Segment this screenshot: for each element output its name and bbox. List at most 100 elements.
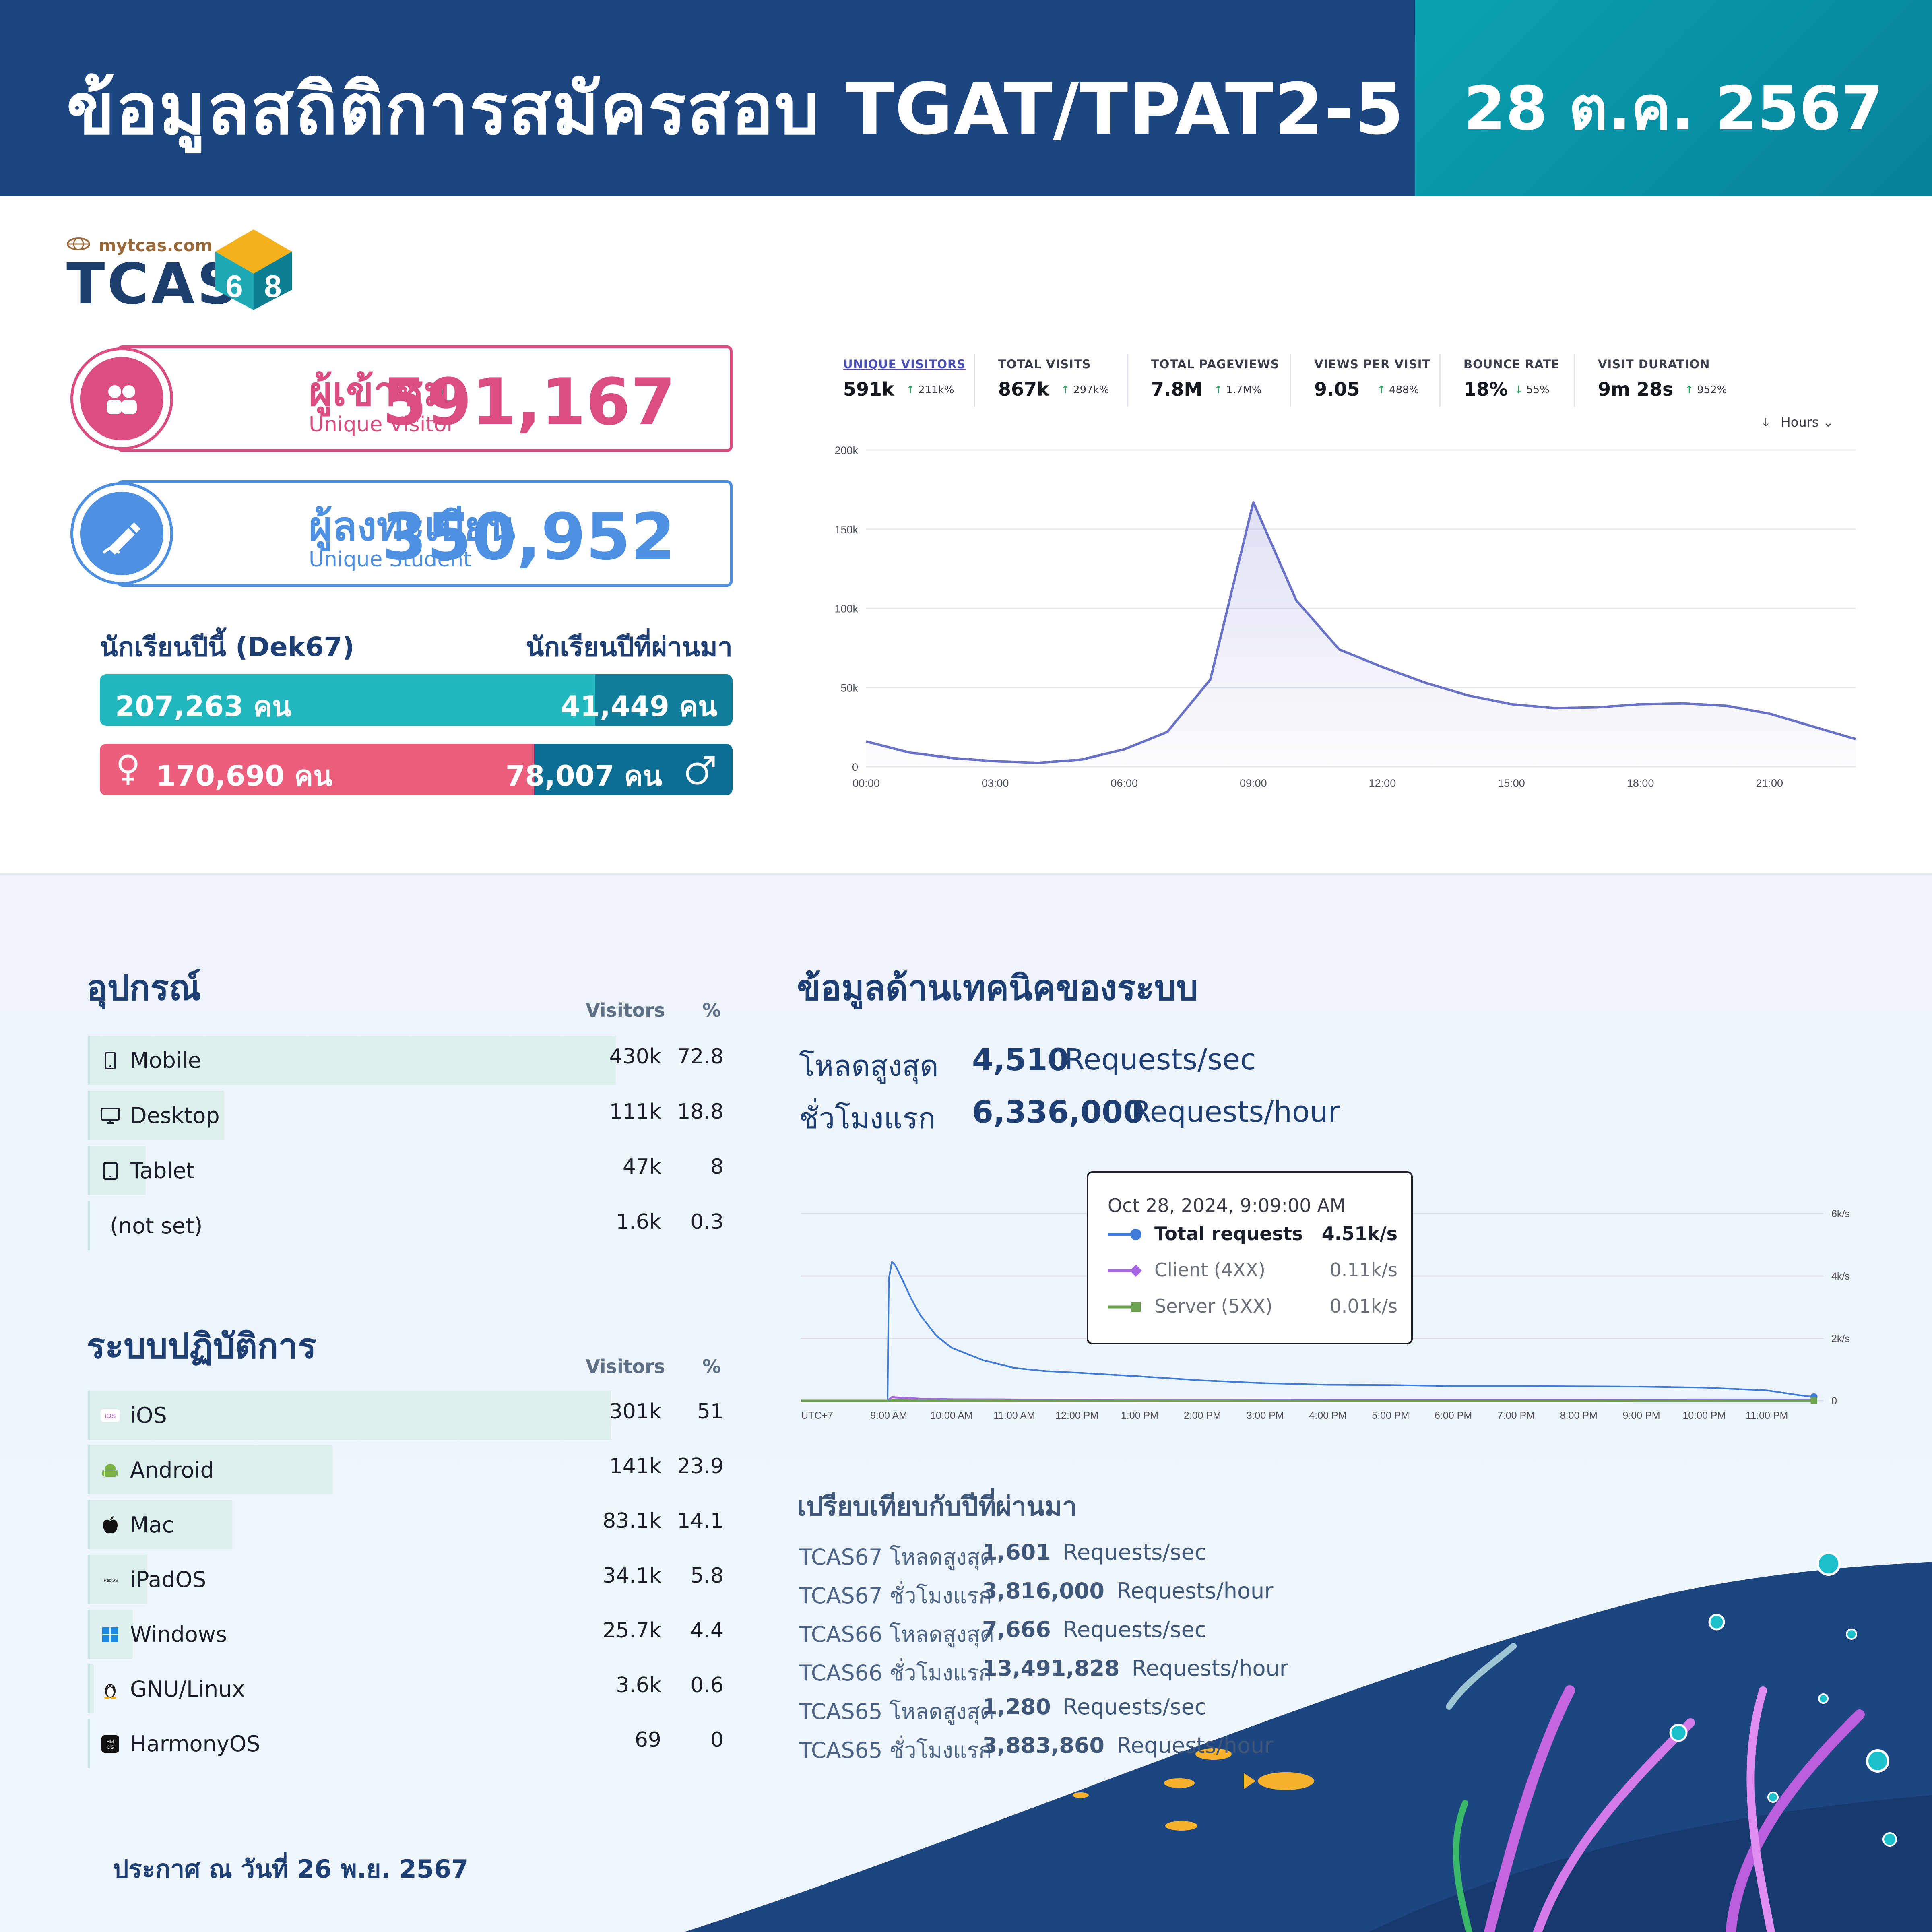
y-tick-label: 0: [852, 761, 858, 773]
metric-change-value: 297k%: [1073, 384, 1109, 396]
comparison-number: 3,816,000: [982, 1578, 1105, 1604]
os-label: iPadOS: [130, 1567, 206, 1592]
metric-total-visits[interactable]: TOTAL VISITS 867k ↑ 297k%: [998, 357, 1109, 400]
os-row: Android 141k 23.9: [88, 1445, 724, 1494]
devices-share-bar: [88, 1201, 90, 1250]
metric-change-value: 952%: [1697, 384, 1727, 396]
x-tick-label: 18:00: [1627, 777, 1654, 789]
devices-pct: 0.3: [690, 1210, 724, 1234]
os-row: HM OS HarmonyOS 69 0: [88, 1719, 724, 1768]
metric-visit-duration[interactable]: VISIT DURATION 9m 28s ↑ 952%: [1598, 357, 1727, 400]
metric-label: TOTAL VISITS: [998, 357, 1091, 371]
logo-badge: 6 8: [215, 229, 292, 310]
y-tick-label: 2k/s: [1831, 1333, 1850, 1344]
interval-select[interactable]: ⤓ Hours ⌄: [1763, 415, 1833, 430]
metric-value: 7.8M: [1151, 378, 1203, 400]
x-tick-label: 10:00 PM: [1682, 1410, 1726, 1421]
y-tick-label: 200k: [834, 444, 858, 456]
os-share-bar: [88, 1391, 611, 1440]
current-students-heading: นักเรียนปีนี้ (Dek67): [100, 632, 355, 663]
windows-icon: [102, 1627, 118, 1642]
metric-value: 18%: [1463, 378, 1508, 400]
comparison-row: TCAS67 โหลดสูงสุด 1,601 Requests/sec: [799, 1540, 1282, 1572]
metric-unique-visitors[interactable]: UNIQUE VISITORS 591k ↑ 211k%: [843, 357, 966, 400]
os-row: iOS iOS 301k 51: [88, 1391, 724, 1440]
comparison-unit: Requests/sec: [1063, 1617, 1207, 1642]
os-label: GNU/Linux: [130, 1676, 245, 1702]
metric-change: ↑ 211k%: [906, 384, 954, 396]
os-row: iPadOS iPadOS 34.1k 5.8: [88, 1555, 724, 1604]
logo-site-text: mytcas.com: [99, 235, 213, 255]
linux-icon: [104, 1684, 116, 1699]
metric-value: 867k: [998, 378, 1049, 400]
tooltip-series-name: Total requests: [1154, 1223, 1303, 1245]
peak-load-unit: Requests/sec: [1065, 1042, 1256, 1076]
peak-load-value: 4,510: [972, 1042, 1069, 1077]
metric-label: VIEWS PER VISIT: [1314, 357, 1431, 371]
devices-pct: 18.8: [677, 1100, 724, 1124]
devices-row: Desktop 111k 18.8: [88, 1091, 724, 1140]
os-visitors: 25.7k: [603, 1618, 661, 1643]
tooltip-row: Client (4XX) 0.11k/s: [1108, 1257, 1397, 1282]
chart-tooltip: Oct 28, 2024, 9:09:00 AM Total requests 4…: [1087, 1171, 1413, 1344]
comparison-label: TCAS66 ชั่วโมงแรก: [799, 1660, 992, 1686]
devices-visitors: 1.6k: [616, 1210, 661, 1234]
os-label: Android: [130, 1457, 214, 1483]
phone-icon: [105, 1052, 116, 1069]
comparison-unit: Requests/sec: [1063, 1540, 1207, 1565]
os-visitors: 83.1k: [603, 1509, 661, 1533]
comparison-number: 1,601: [982, 1540, 1051, 1565]
student-year-bar: 207,263 คน 41,449 คน: [100, 674, 733, 726]
logo-badge-left: 6: [225, 268, 243, 304]
devices-visitors: 430k: [609, 1044, 661, 1069]
male-count: 78,007 คน: [505, 760, 662, 793]
metric-change-value: 55%: [1526, 384, 1550, 396]
metric-value: 9.05: [1314, 378, 1360, 400]
first-hour-label: ชั่วโมงแรก: [799, 1101, 936, 1135]
metric-label: TOTAL PAGEVIEWS: [1151, 357, 1280, 371]
comparison-label: TCAS67 ชั่วโมงแรก: [799, 1583, 992, 1608]
visitors-label-th: ผู้เข้าชม: [309, 368, 450, 415]
visitors-line: [866, 501, 1856, 764]
devices-row: Tablet 47k 8: [88, 1146, 724, 1195]
metric-bounce-rate[interactable]: BOUNCE RATE 18% ↓ 55%: [1463, 357, 1560, 400]
x-tick-label: 10:00 AM: [930, 1410, 973, 1421]
comparison-value: 13,491,828 Requests/hour: [982, 1655, 1288, 1681]
os-label: iOS: [130, 1403, 167, 1428]
ipados-icon: iPadOS: [103, 1578, 118, 1583]
devices-pct: 72.8: [677, 1044, 724, 1069]
y-tick-label: 4k/s: [1831, 1271, 1850, 1282]
metric-separator: [974, 354, 975, 407]
metric-views-per-visit[interactable]: VIEWS PER VISIT 9.05 ↑ 488%: [1314, 357, 1431, 400]
metric-separator: [1127, 354, 1128, 407]
comparison-unit: Requests/hour: [1131, 1655, 1288, 1681]
download-icon[interactable]: ⤓: [1763, 415, 1769, 430]
os-pct: 0.6: [690, 1673, 724, 1697]
metric-separator: [1439, 354, 1441, 407]
x-tick-label: 9:00 AM: [870, 1410, 907, 1421]
comparison-unit: Requests/hour: [1117, 1578, 1274, 1604]
comparison-number: 13,491,828: [982, 1655, 1120, 1681]
metric-change: ↑ 297k%: [1061, 384, 1109, 396]
x-tick-label: 5:00 PM: [1372, 1410, 1409, 1421]
comparison-value: 7,666 Requests/sec: [982, 1617, 1207, 1642]
arrow-up-icon: ↑: [1214, 384, 1226, 396]
comparison-label: TCAS67 โหลดสูงสุด: [799, 1544, 994, 1570]
tooltip-row: Server (5XX) 0.01k/s: [1108, 1294, 1397, 1318]
requests-chart: 0 2k/s 4k/s 6k/s UTC+7 9:00 AM 10:00 AM 11:00 A…: [801, 1208, 1850, 1421]
comparison-value: 3,816,000 Requests/hour: [982, 1578, 1273, 1604]
os-share-bar: [88, 1664, 94, 1713]
comparison-value: 1,280 Requests/sec: [982, 1694, 1207, 1719]
visitors-value: 591,167: [382, 364, 675, 440]
circle-marker-icon: [1108, 1229, 1141, 1240]
os-share-bar: [88, 1555, 147, 1604]
monitor-icon: [101, 1108, 120, 1124]
metric-total-pageviews[interactable]: TOTAL PAGEVIEWS 7.8M ↑ 1.7M%: [1151, 357, 1280, 400]
students-label-th: ผู้ลงทะเบียน: [309, 503, 515, 550]
comparison-unit: Requests/hour: [1117, 1733, 1274, 1758]
metric-change-value: 211k%: [918, 384, 954, 396]
devices-title: อุปกรณ์: [87, 968, 201, 1008]
analytics-panel: UNIQUE VISITORS 591k ↑ 211k% TOTAL VISITS 86…: [821, 346, 1868, 809]
os-visitors: 34.1k: [603, 1564, 661, 1588]
